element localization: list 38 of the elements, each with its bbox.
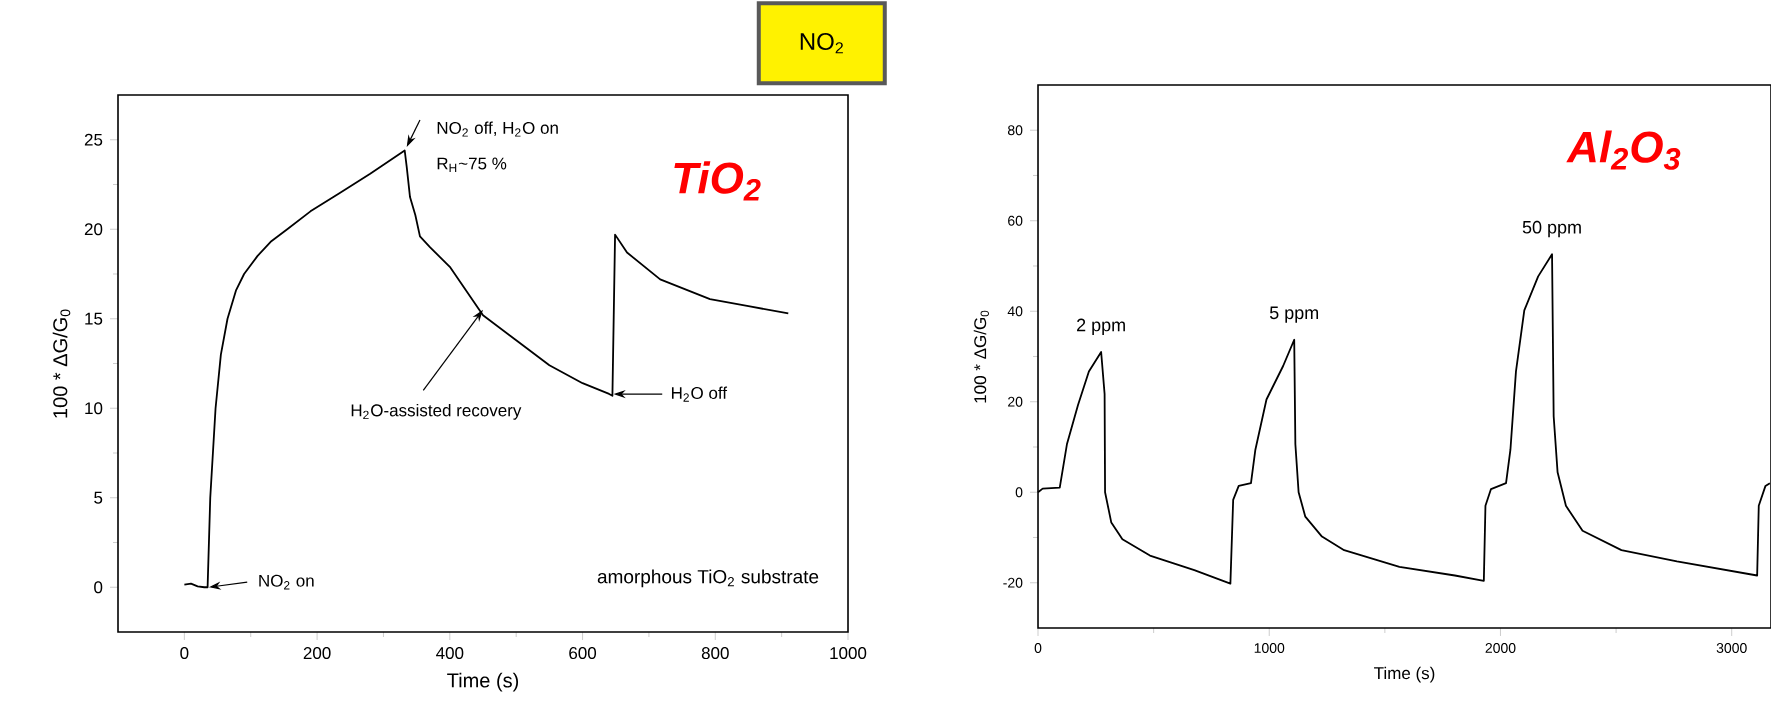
- x-axis-title: Time (s): [1374, 666, 1435, 683]
- annotation: H$_{2}$O-assisted recovery: [351, 403, 522, 420]
- y-tick-label: 10: [85, 402, 103, 415]
- x-tick-label: 600: [569, 647, 597, 660]
- x-tick-label: 3000: [1716, 643, 1747, 653]
- x-tick-label: 2000: [1485, 643, 1516, 653]
- y-tick-label: 40: [1007, 306, 1023, 317]
- annotation: H$_{2}$O off: [671, 386, 728, 402]
- text: Al$_{2}$O$_{3}$: [1566, 130, 1681, 170]
- y-tick-label: 0: [94, 581, 103, 594]
- annotation: 5 ppm: [1269, 306, 1319, 323]
- annotation: 2 ppm: [1077, 318, 1125, 335]
- y-tick-label: 5: [94, 491, 103, 504]
- y-tick-label: 20: [1008, 396, 1023, 407]
- x-tick-label: 800: [701, 647, 729, 660]
- x-tick-label: 1000: [830, 647, 867, 660]
- x-axis-title: Time (s): [447, 672, 519, 692]
- y-axis-title: 100 * ΔG/G$_{0}$: [973, 310, 989, 403]
- x-tick-label: 0: [180, 647, 189, 660]
- y-tick-label: 0: [1015, 487, 1023, 498]
- y-axis-title: 100 * ΔG/G$_{0}$: [52, 309, 71, 418]
- text: NO$_{2}$: [800, 33, 843, 54]
- annotation: R$_{H}$~75 %: [437, 157, 507, 173]
- x-tick-label: 1000: [1254, 643, 1285, 653]
- y-tick-label: 60: [1008, 215, 1023, 226]
- y-tick-label: 80: [1007, 125, 1023, 136]
- x-tick-label: 0: [1034, 643, 1042, 653]
- x-tick-label: 400: [436, 647, 464, 660]
- y-tick-label: 15: [85, 312, 103, 325]
- annotation: NO$_{2}$ off, H$_{2}$O on: [437, 121, 558, 137]
- annotation: NO$_{2}$ on: [259, 574, 314, 590]
- annotation: 50 ppm: [1522, 220, 1581, 238]
- text: TiO$_{2}$: [674, 161, 761, 201]
- x-tick-label: 200: [303, 647, 331, 660]
- y-tick-label: 25: [84, 133, 103, 146]
- y-tick-label: -20: [1003, 577, 1023, 588]
- y-tick-label: 20: [84, 223, 103, 236]
- annotation: amorphous TiO$_{2}$ substrate: [597, 569, 819, 588]
